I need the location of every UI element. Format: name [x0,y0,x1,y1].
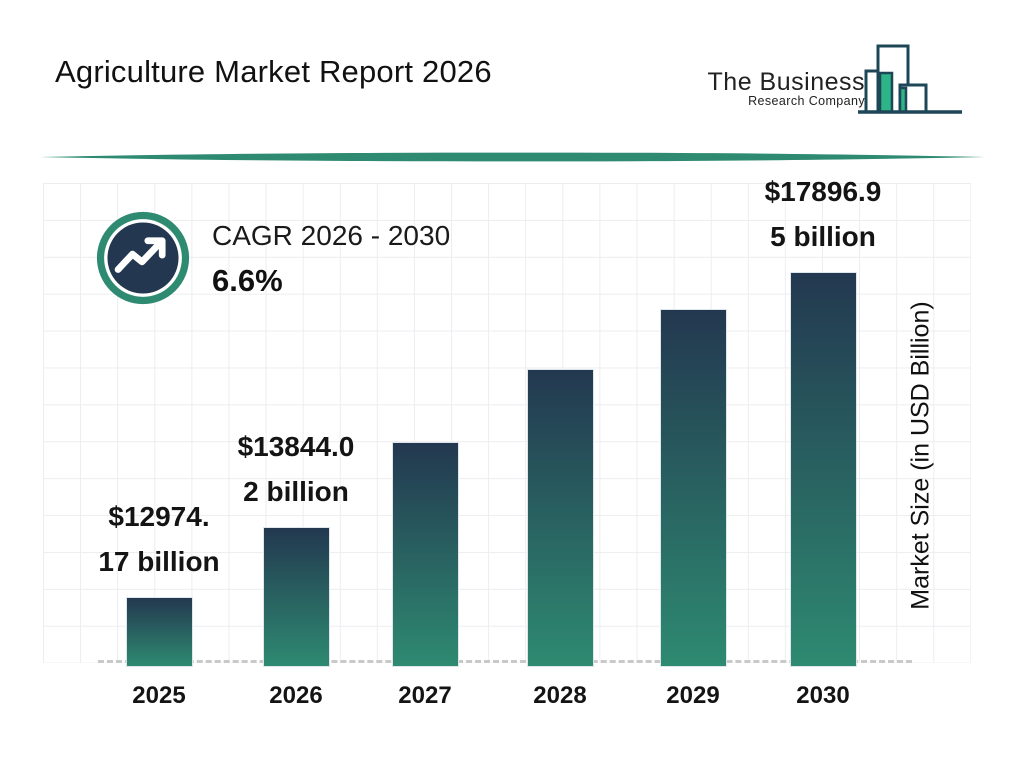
x-tick-2030: 2030 [796,682,850,709]
x-tick-2025: 2025 [132,682,186,709]
cagr-value: 6.6% [212,263,283,298]
bar-2027 [391,442,459,667]
x-tick-2026: 2026 [269,682,323,709]
bar-2030 [789,272,857,667]
x-tick-2027: 2027 [398,682,452,709]
x-tick-2028: 2028 [533,682,587,709]
x-tick-2029: 2029 [666,682,720,709]
bar-2025 [125,597,193,667]
bar-2026 [262,527,330,667]
bar-value-label-2026: $13844.0 2 billion [237,431,355,507]
bar-2028 [526,369,594,667]
bar-2029 [659,309,727,667]
logo-text: The Business Research Company [660,70,865,108]
logo-text-line1: The Business [707,68,865,96]
bar-value-label-2030: $17896.9 5 billion [764,176,882,252]
x-axis-line [98,660,912,663]
page-title: Agriculture Market Report 2026 [55,54,492,89]
cagr-annotation: CAGR 2026 - 2030 6.6% [212,220,450,299]
cagr-label: CAGR 2026 - 2030 [212,220,451,251]
trending-up-icon [96,211,190,305]
bar-value-label-2025: $12974. 17 billion [98,501,220,577]
logo-text-line2: Research Company [748,94,865,108]
y-axis-label: Market Size (in USD Billion) [906,301,935,610]
header-divider [40,152,985,162]
bar-chart-logo-icon [858,44,962,114]
